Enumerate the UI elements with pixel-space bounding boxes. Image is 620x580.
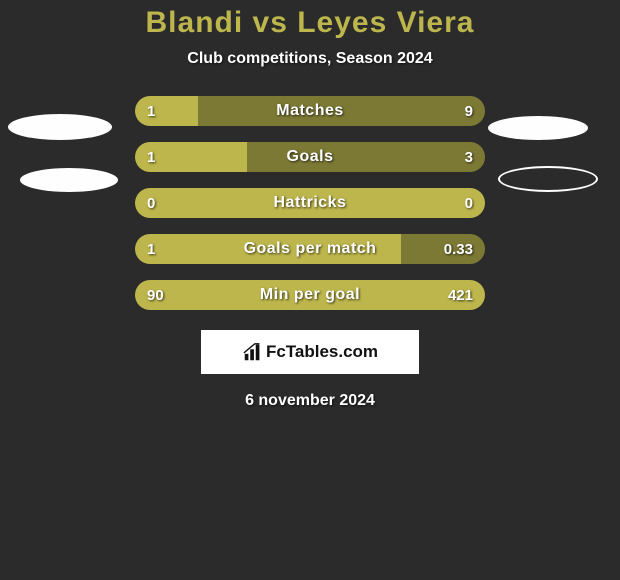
stat-row: Hattricks00 — [135, 188, 485, 218]
stat-row: Goals per match10.33 — [135, 234, 485, 264]
brand-text: FcTables.com — [266, 342, 378, 362]
player-right-oval-1 — [488, 116, 588, 140]
page-title: Blandi vs Leyes Viera — [0, 0, 620, 40]
comparison-panel: Matches19 Goals13 Hattricks00 Goals per mat… — [0, 96, 620, 410]
page-subtitle: Club competitions, Season 2024 — [0, 50, 620, 68]
player-left-oval-2 — [20, 168, 118, 192]
stat-bar-left — [135, 280, 485, 310]
stat-bar-right — [401, 234, 485, 264]
stat-bar-left — [135, 188, 485, 218]
player-right-oval-2 — [498, 166, 598, 192]
player-left-oval-1 — [8, 114, 112, 140]
brand-box: FcTables.com — [201, 330, 419, 374]
stat-row: Matches19 — [135, 96, 485, 126]
stat-row: Min per goal90421 — [135, 280, 485, 310]
stat-bar-left — [135, 96, 198, 126]
stat-bars: Matches19 Goals13 Hattricks00 Goals per mat… — [135, 96, 485, 310]
bar-chart-icon — [242, 341, 264, 363]
stat-row: Goals13 — [135, 142, 485, 172]
stat-bar-right — [198, 96, 485, 126]
stat-bar-left — [135, 234, 401, 264]
brand: FcTables.com — [242, 341, 378, 363]
stat-bar-right — [247, 142, 485, 172]
stat-bar-left — [135, 142, 247, 172]
date-text: 6 november 2024 — [0, 392, 620, 410]
